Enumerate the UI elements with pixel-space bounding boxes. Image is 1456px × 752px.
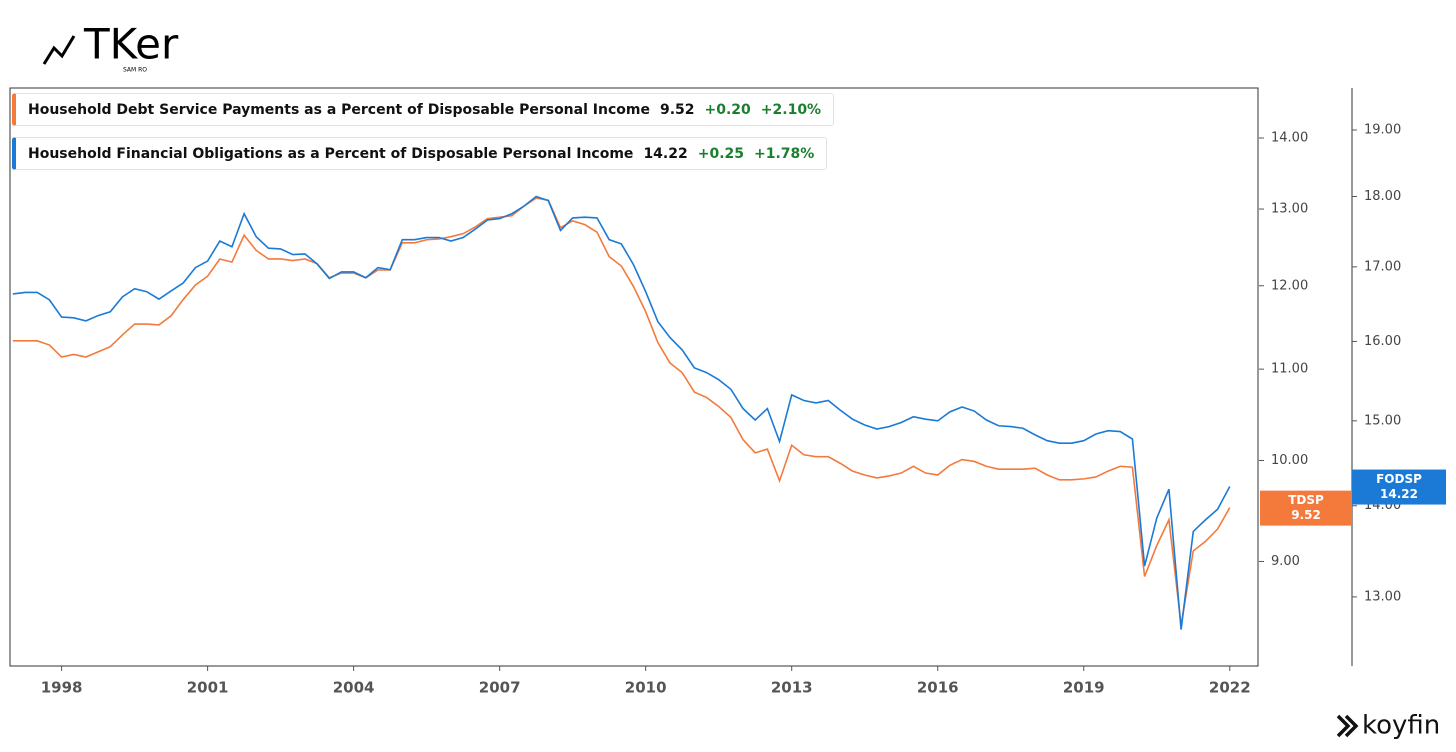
end-tag-value: 14.22: [1380, 487, 1418, 501]
legend-entry: Household Debt Service Payments as a Per…: [12, 93, 835, 126]
plot-frame: [9, 87, 1259, 667]
legend-latest: 14.22: [643, 145, 688, 162]
end-tag: [1260, 490, 1352, 526]
legend-latest: 9.52: [659, 101, 695, 118]
end-tag-code: TDSP: [1288, 493, 1324, 507]
legend-change-pct: +1.78%: [754, 145, 815, 162]
source-logo: koyfin: [1336, 711, 1440, 741]
logo: TKer SAM RO: [42, 20, 179, 74]
y-tick-label: 11.00: [1271, 362, 1308, 377]
x-tick-label: 2022: [1209, 679, 1251, 697]
byline: SAM RO: [123, 67, 147, 74]
y-tick-label: 13.00: [1364, 589, 1401, 604]
x-tick-label: 2010: [625, 679, 667, 697]
x-tick-label: 2013: [771, 679, 813, 697]
y-tick-label: 9.00: [1271, 554, 1300, 569]
x-tick-label: 2007: [479, 679, 521, 697]
end-tag: [1352, 469, 1446, 505]
legend: Household Debt Service Payments as a Per…: [12, 93, 835, 170]
legend-name: Household Financial Obligations as a Per…: [28, 145, 634, 162]
y-tick-label: 10.00: [1271, 453, 1308, 468]
logo-text: TKer: [83, 20, 179, 69]
y-tick-label: 14.00: [1271, 131, 1308, 146]
legend-change: +0.25: [697, 145, 745, 162]
legend-name: Household Debt Service Payments as a Per…: [28, 101, 650, 118]
legend-change-pct: +2.10%: [760, 101, 822, 118]
end-tag-value: 9.52: [1291, 508, 1321, 522]
x-tick-label: 2019: [1063, 679, 1105, 697]
y-tick-label: 16.00: [1364, 334, 1401, 349]
x-tick-label: 2001: [187, 679, 229, 697]
legend-change: +0.20: [704, 101, 751, 118]
series-line: [12, 197, 1231, 626]
end-tag-code: FODSP: [1376, 472, 1422, 486]
y-tick-label: 18.00: [1364, 189, 1401, 204]
y-tick-label: 17.00: [1364, 259, 1401, 274]
source-text: koyfin: [1362, 711, 1440, 741]
x-tick-label: 2016: [917, 679, 959, 697]
y-tick-label: 15.00: [1364, 413, 1401, 428]
y-tick-label: 19.00: [1364, 123, 1401, 138]
source-icon: [1336, 714, 1359, 738]
x-tick-label: 2004: [333, 679, 375, 697]
x-tick-label: 1998: [41, 679, 83, 697]
y-tick-label: 13.00: [1271, 202, 1308, 217]
series-line: [12, 195, 1231, 630]
y-tick-label: 12.00: [1271, 278, 1308, 293]
logo-icon: [42, 35, 76, 65]
legend-entry: Household Financial Obligations as a Per…: [12, 137, 828, 170]
